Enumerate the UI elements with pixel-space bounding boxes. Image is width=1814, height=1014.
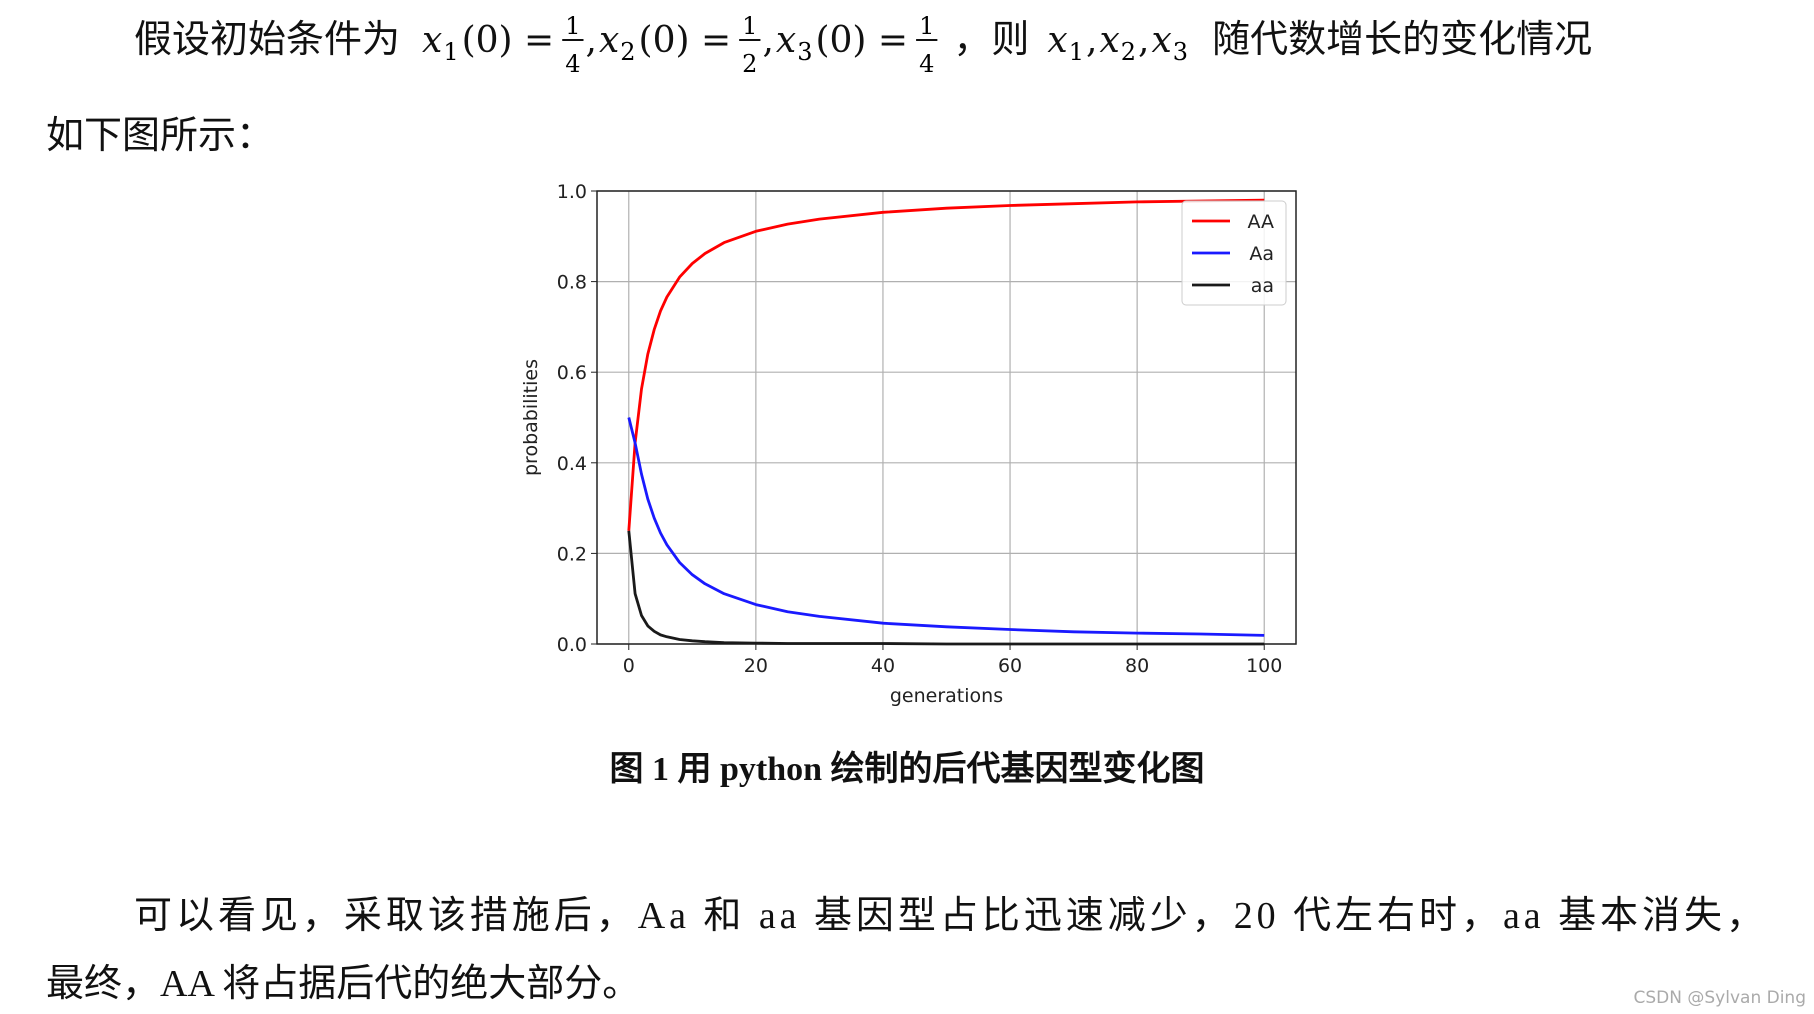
math-sub: 1 (1069, 38, 1084, 66)
math-var: x (422, 20, 442, 61)
math-sep: , (762, 20, 773, 61)
intro-text: ，则 (953, 19, 1029, 61)
math-arg: (0) = (639, 20, 732, 61)
x-tick-label: 0 (623, 655, 635, 677)
intro-text: 假设初始条件为 (134, 19, 400, 61)
y-tick-label: 0.4 (557, 453, 587, 475)
math-sub: 3 (1173, 38, 1188, 66)
y-axis-label: probabilities (520, 359, 542, 476)
x-tick-label: 20 (744, 655, 768, 677)
series-line (627, 417, 1265, 637)
x-tick-label: 60 (998, 655, 1022, 677)
math-sub: 3 (797, 38, 812, 66)
y-tick-label: 0.0 (557, 634, 587, 656)
legend-label: AA (1247, 211, 1274, 233)
math-var: x (1151, 20, 1171, 61)
math-var: x (599, 20, 619, 61)
math-sub: 2 (620, 38, 635, 66)
frac-num: 1 (565, 12, 580, 40)
math-var: x (1099, 20, 1119, 61)
frac-den: 2 (742, 50, 757, 78)
watermark: CSDN @Sylvan Ding (1634, 988, 1806, 1008)
x-tick-label: 100 (1246, 655, 1282, 677)
intro-line2: 如下图所示： (46, 115, 274, 157)
math-sep: , (1138, 20, 1149, 61)
conclusion-line2: 最终，AA 将占据后代的绝大部分。 (46, 963, 640, 1005)
frac-num: 1 (919, 12, 934, 40)
x-tick-label: 40 (871, 655, 895, 677)
y-tick-label: 0.2 (557, 543, 587, 565)
legend-label: aa (1251, 275, 1274, 297)
intro-text: 随代数增长的变化情况 (1212, 19, 1592, 61)
frac-num: 1 (742, 12, 757, 40)
math-arg: (0) = (815, 20, 908, 61)
y-tick-label: 0.8 (557, 272, 587, 294)
y-tick-label: 0.6 (557, 362, 587, 384)
x-axis-label: generations (890, 685, 1003, 707)
conclusion-line1: 可以看见，采取该措施后，Aa 和 aa 基因型占比迅速减少，20 代左右时，aa… (134, 895, 1764, 937)
math-arg: (0) = (462, 20, 555, 61)
math-sep: , (586, 20, 597, 61)
series-line (627, 198, 1265, 531)
math-var: x (776, 20, 796, 61)
math-sub: 1 (443, 38, 458, 66)
legend-label: Aa (1249, 243, 1274, 265)
x-tick-label: 80 (1125, 655, 1149, 677)
math-sub: 2 (1121, 38, 1136, 66)
y-tick-label: 1.0 (557, 181, 587, 203)
series-line (627, 530, 1265, 646)
legend-box (1181, 200, 1287, 306)
frac-den: 4 (919, 50, 934, 78)
figure-caption: 图 1 用 python 绘制的后代基因型变化图 (609, 750, 1204, 788)
frac-den: 4 (565, 50, 580, 78)
math-var: x (1047, 20, 1067, 61)
math-sep: , (1086, 20, 1097, 61)
